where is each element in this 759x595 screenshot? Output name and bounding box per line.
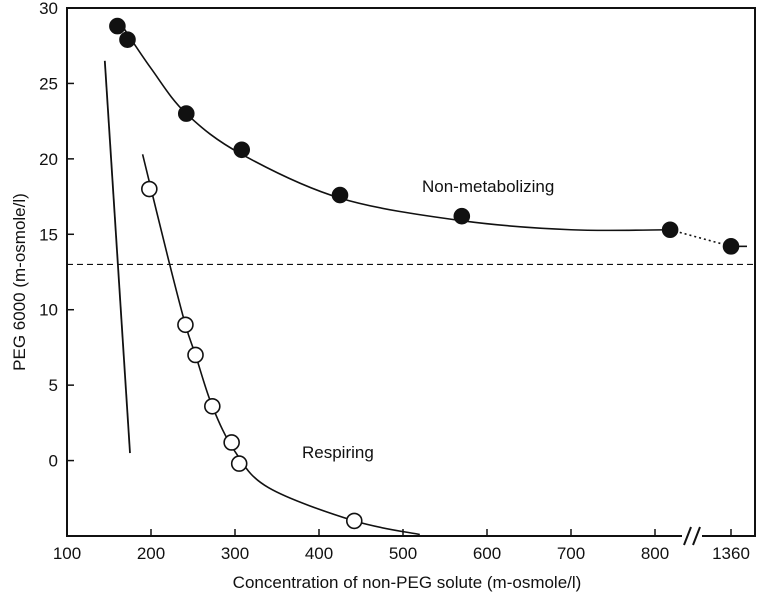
non-metabolizing-curve [116, 18, 671, 232]
axes: 100 200 300 400 500 600 700 800 1360 0 5 10 15 20 25 30 [39, 0, 756, 563]
non-metabolizing-point [109, 17, 126, 35]
respiring-point [177, 316, 194, 334]
y-tick-label: 30 [39, 0, 58, 18]
respiring-curve [141, 154, 420, 536]
y-tick-label: 15 [39, 225, 58, 244]
x-axis-title: Concentration of non-PEG solute (m-osmol… [233, 573, 582, 592]
non-metabolizing-point [661, 221, 679, 239]
respiring-point [223, 434, 240, 451]
steep-reference-line [103, 60, 131, 454]
respiring-point [230, 455, 248, 472]
fit-curves [116, 18, 747, 536]
annotation-respiring: Respiring [302, 443, 374, 462]
x-axis-break-gap [682, 526, 702, 546]
x-tick-label: 400 [305, 544, 333, 563]
x-tick-label: 300 [221, 544, 249, 563]
non-metabolizing-curve-dotted [669, 228, 732, 248]
respiring-point [345, 512, 363, 530]
non-metabolizing-point [331, 186, 349, 204]
y-tick-label: 20 [39, 150, 58, 169]
non-metabolizing-point [177, 105, 195, 122]
non-metabolizing-point [722, 238, 740, 255]
x-tick-label: 700 [557, 544, 585, 563]
annotation-non-metabolizing: Non-metabolizing [422, 177, 554, 196]
respiring-point [141, 180, 158, 198]
non-metabolizing-point [119, 31, 136, 48]
x-axis-break-mark [692, 526, 701, 546]
y-tick-label: 25 [39, 74, 58, 93]
y-tick-label: 10 [39, 301, 58, 320]
x-tick-label: 100 [53, 544, 81, 563]
y-axis-title: PEG 6000 (m-osmole/l) [10, 193, 29, 371]
non-metabolizing-point [453, 207, 471, 225]
x-tick-label: 500 [389, 544, 417, 563]
respiring-point [204, 397, 221, 415]
y-tick-label: 0 [49, 452, 58, 471]
x-tick-label: 200 [137, 544, 165, 563]
y-tick-label: 5 [49, 376, 58, 395]
data-points [109, 17, 740, 530]
x-axis-break-mark [683, 526, 692, 546]
x-tick-label: 600 [473, 544, 501, 563]
plot-frame [66, 7, 756, 537]
respiring-point [187, 346, 204, 364]
x-tick-label: 800 [641, 544, 669, 563]
x-tick-label: 1360 [712, 544, 750, 563]
non-metabolizing-point [233, 141, 251, 159]
